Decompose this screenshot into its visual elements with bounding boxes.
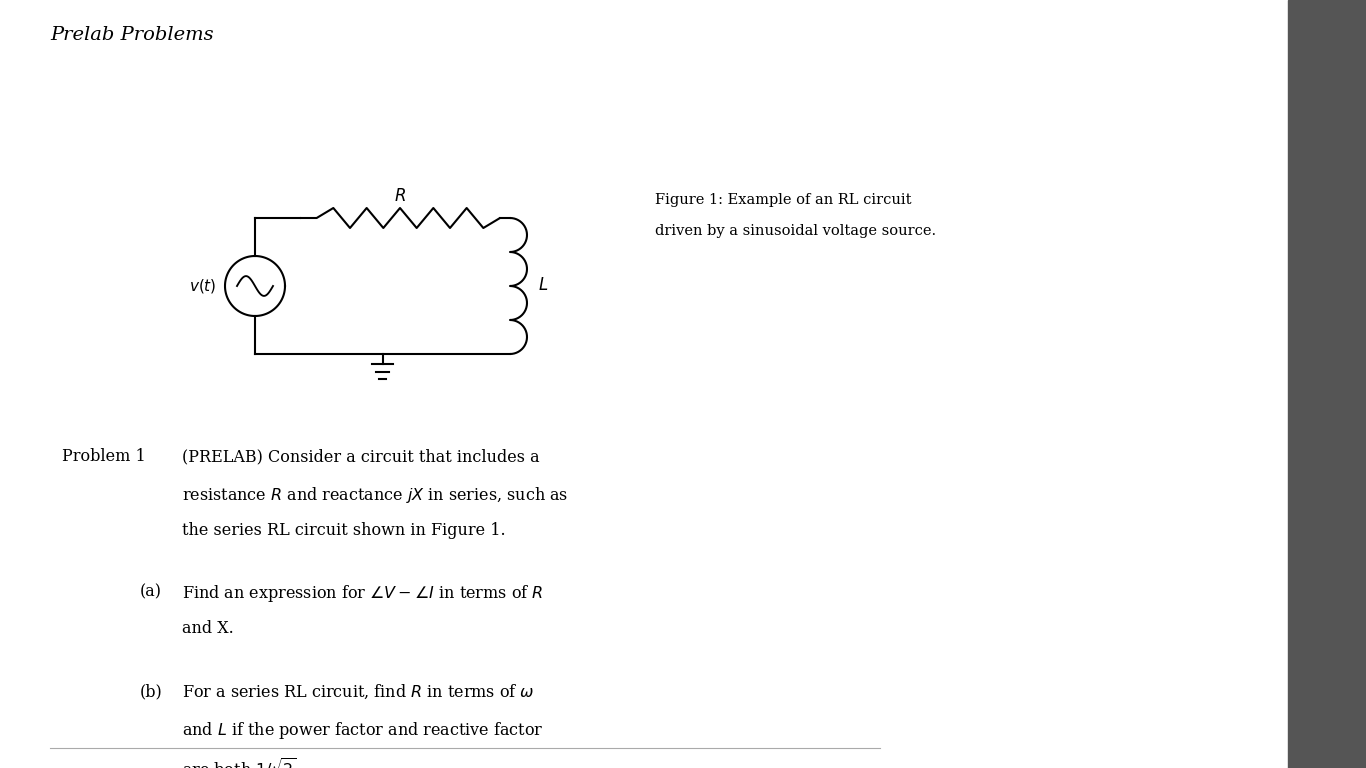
Text: driven by a sinusoidal voltage source.: driven by a sinusoidal voltage source.	[656, 224, 936, 238]
Text: the series RL circuit shown in Figure 1.: the series RL circuit shown in Figure 1.	[182, 522, 505, 539]
Text: (b): (b)	[139, 683, 163, 700]
Text: $v(t)$: $v(t)$	[190, 277, 217, 295]
Text: $L$: $L$	[538, 277, 548, 294]
Text: For a series RL circuit, find $R$ in terms of $\omega$: For a series RL circuit, find $R$ in ter…	[182, 683, 534, 701]
Text: Find an expression for $\angle V - \angle I$ in terms of $R$: Find an expression for $\angle V - \angl…	[182, 583, 544, 604]
Text: (PRELAB) Consider a circuit that includes a: (PRELAB) Consider a circuit that include…	[182, 448, 540, 465]
Text: (a): (a)	[139, 583, 163, 600]
Text: resistance $R$ and reactance $jX$ in series, such as: resistance $R$ and reactance $jX$ in ser…	[182, 485, 568, 505]
Text: are both $1/\sqrt{2}$.: are both $1/\sqrt{2}$.	[182, 757, 301, 768]
Text: Prelab Problems: Prelab Problems	[51, 26, 213, 44]
Text: and X.: and X.	[182, 620, 234, 637]
Text: $R$: $R$	[393, 188, 406, 205]
Text: Figure 1: Example of an RL circuit: Figure 1: Example of an RL circuit	[656, 193, 911, 207]
Text: Problem 1: Problem 1	[61, 448, 146, 465]
Bar	[1288, 0, 1366, 768]
Text: and $L$ if the power factor and reactive factor: and $L$ if the power factor and reactive…	[182, 720, 544, 741]
